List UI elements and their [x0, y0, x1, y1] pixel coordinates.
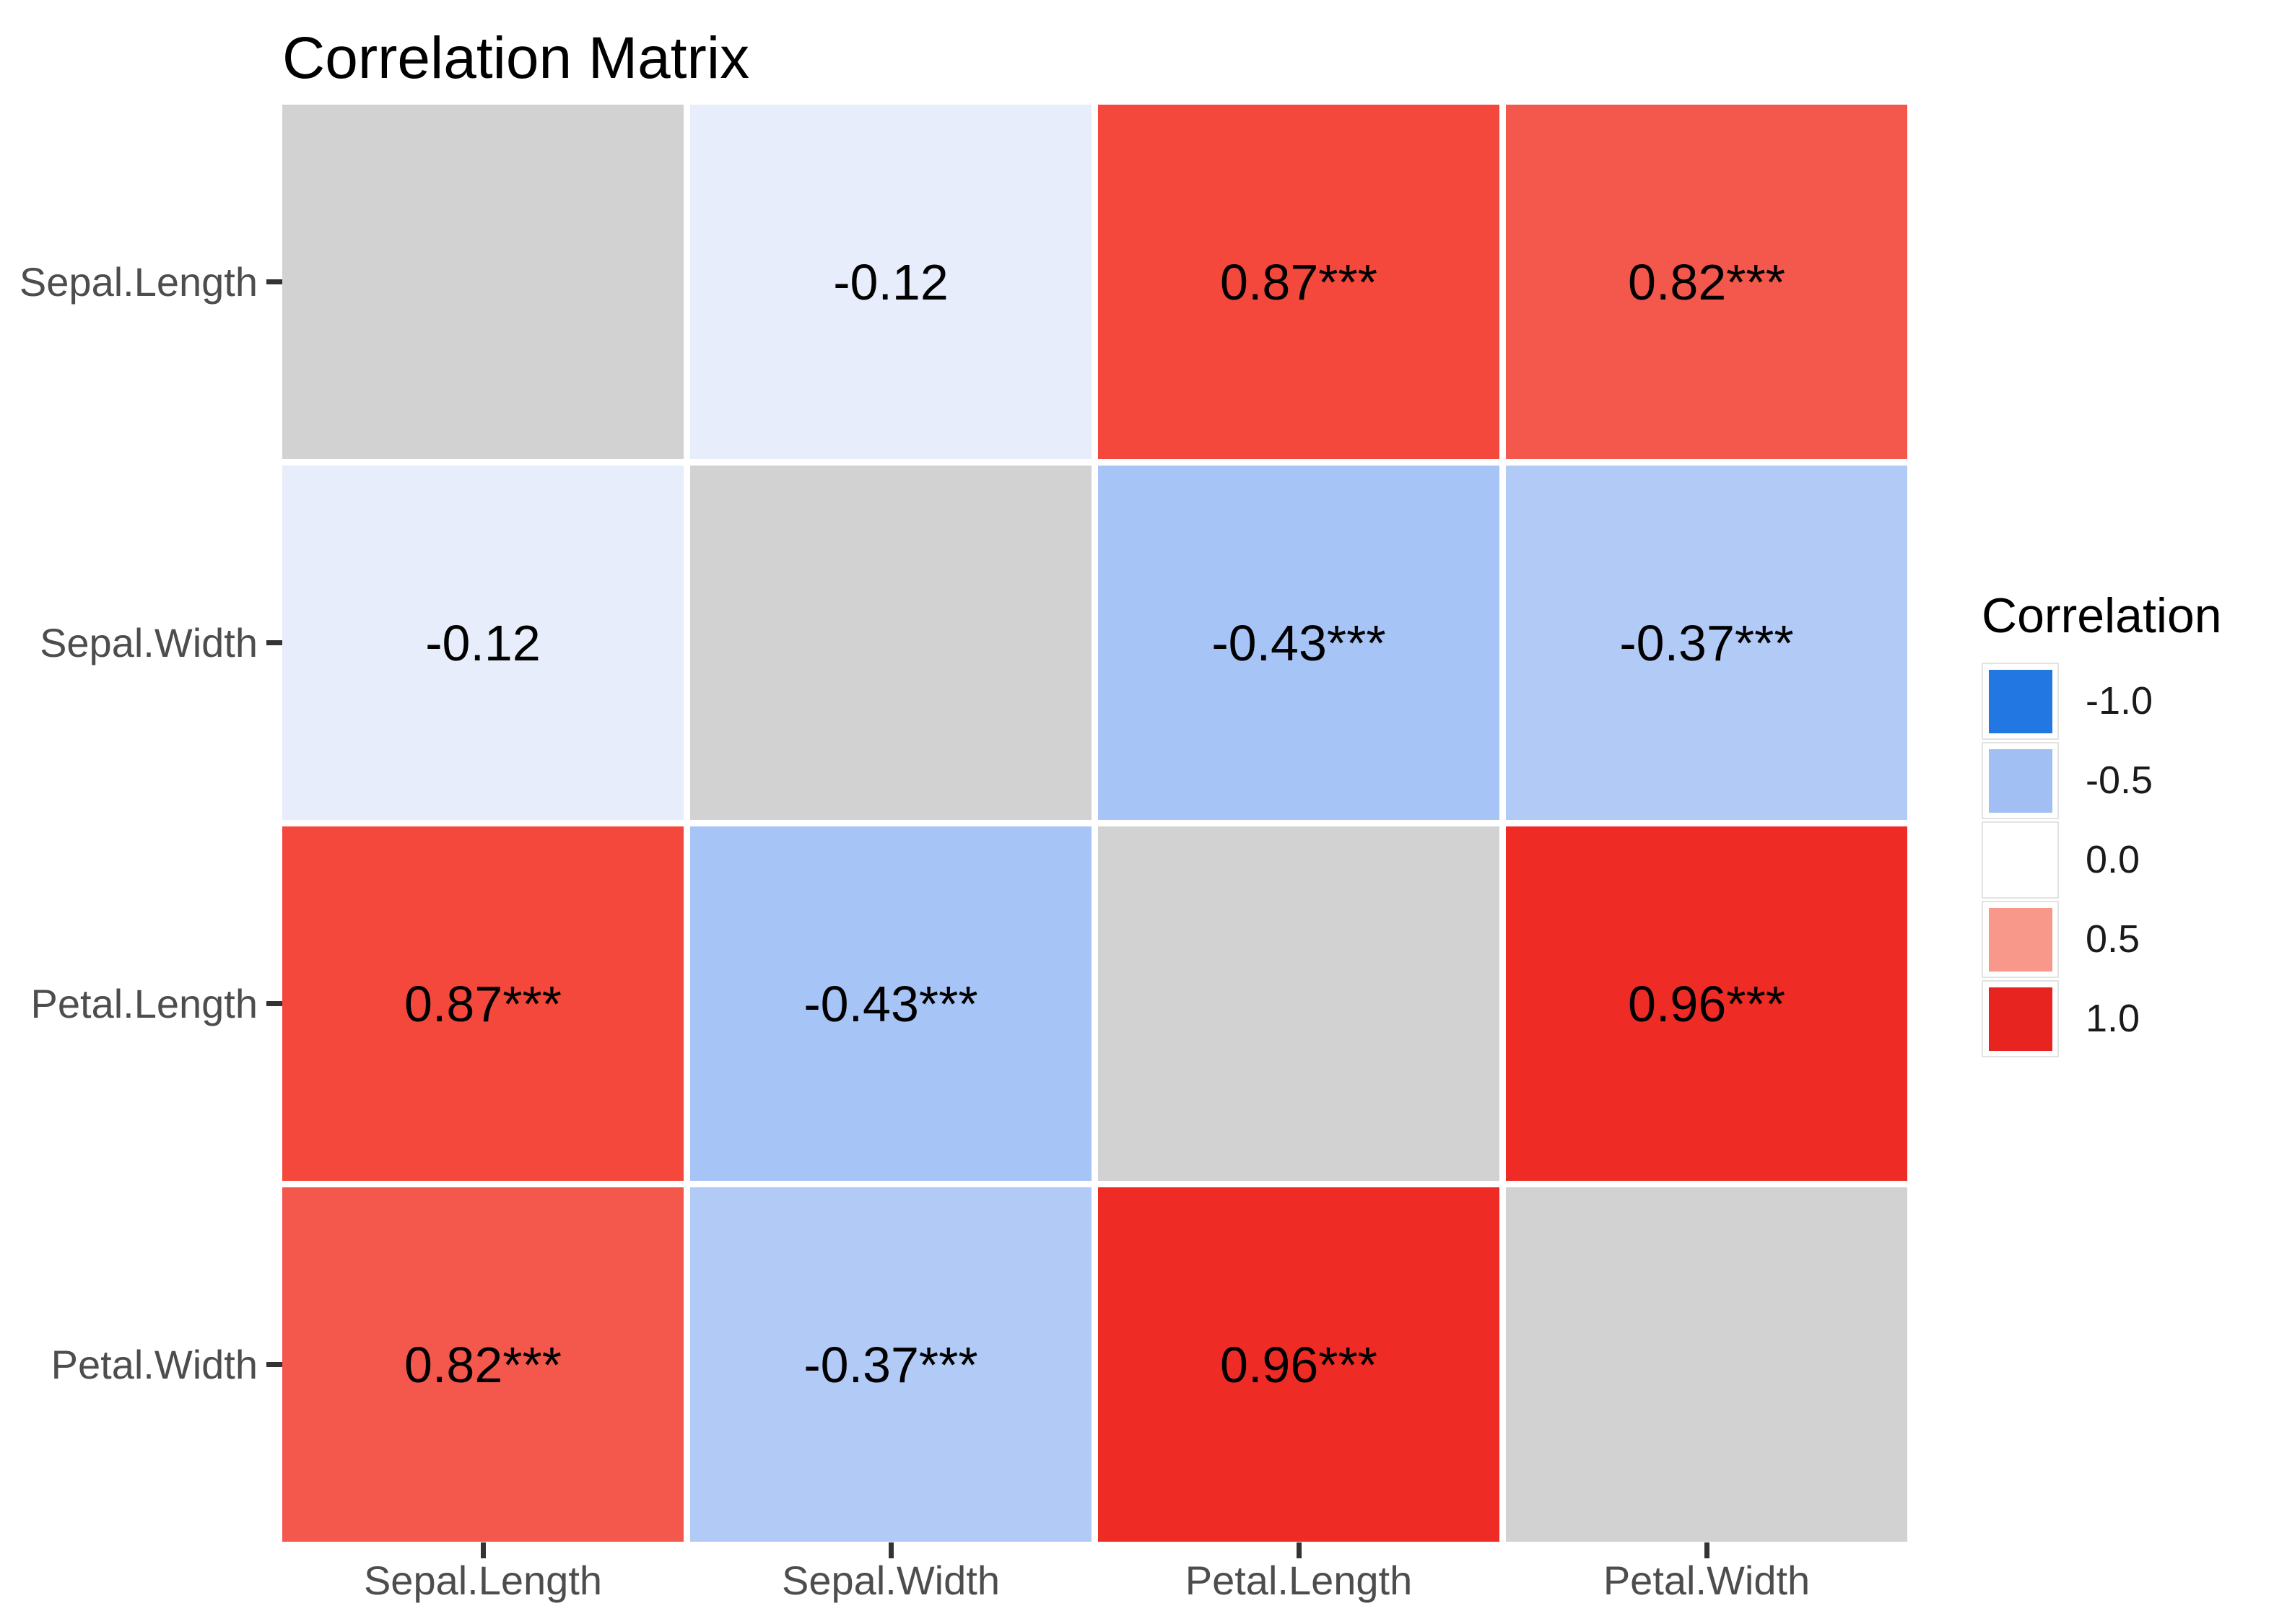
heatmap-cell-Sepal.Width-Sepal.Width — [690, 466, 1092, 820]
legend-swatch-0.5 — [1988, 907, 2052, 972]
heatmap-cell-Sepal.Length-Sepal.Width: -0.12 — [690, 105, 1092, 459]
heatmap-cell-Sepal.Width-Sepal.Length: -0.12 — [282, 466, 684, 820]
y-axis-tick — [266, 279, 282, 284]
x-axis-tick — [1704, 1542, 1709, 1558]
y-axis-label-Sepal.Width: Sepal.Width — [40, 619, 258, 665]
legend-key-1.0 — [1982, 980, 2059, 1057]
x-axis-tick — [888, 1542, 894, 1558]
cell-value-label: 0.82*** — [404, 1336, 562, 1393]
cell-value-label: 0.82*** — [1628, 253, 1785, 310]
heatmap-cell-Petal.Length-Petal.Width: 0.96*** — [1506, 826, 1907, 1181]
y-axis-label-Petal.Length: Petal.Length — [30, 980, 258, 1026]
heatmap-cell-Sepal.Length-Sepal.Length — [282, 105, 684, 459]
legend-label-0.5: 0.5 — [2086, 917, 2140, 961]
x-axis-label-Sepal.Length: Sepal.Length — [363, 1558, 603, 1603]
x-axis-tick — [1296, 1542, 1302, 1558]
heatmap-cell-Petal.Length-Sepal.Width: -0.43*** — [690, 826, 1092, 1181]
y-axis-tick — [266, 1362, 282, 1367]
heatmap-cell-Petal.Width-Sepal.Width: -0.37*** — [690, 1187, 1092, 1542]
cell-value-label: 0.96*** — [1628, 975, 1785, 1032]
y-axis-label-Petal.Width: Petal.Width — [51, 1341, 258, 1387]
plot-title: Correlation Matrix — [282, 25, 750, 91]
cell-value-label: -0.12 — [833, 253, 949, 310]
legend-swatch-1.0 — [1988, 987, 2052, 1051]
y-axis-tick — [266, 1001, 282, 1006]
legend-swatch--1.0 — [1988, 669, 2052, 733]
cell-value-label: 0.87*** — [1220, 253, 1377, 310]
legend-key--0.5 — [1982, 742, 2059, 819]
legend-label--0.5: -0.5 — [2086, 759, 2153, 802]
heatmap-cell-Sepal.Width-Petal.Width: -0.37*** — [1506, 466, 1907, 820]
x-axis-label-Sepal.Width: Sepal.Width — [782, 1558, 1000, 1603]
heatmap-cell-Petal.Length-Sepal.Length: 0.87*** — [282, 826, 684, 1181]
cell-value-label: 0.96*** — [1220, 1336, 1377, 1393]
heatmap-cell-Petal.Width-Petal.Width — [1506, 1187, 1907, 1542]
legend-label-0.0: 0.0 — [2086, 838, 2140, 881]
heatmap-cell-Petal.Width-Petal.Length: 0.96*** — [1098, 1187, 1499, 1542]
y-axis-tick — [266, 640, 282, 645]
cell-value-label: -0.43*** — [1211, 614, 1386, 671]
cell-value-label: -0.12 — [425, 614, 541, 671]
heatmap-cell-Sepal.Width-Petal.Length: -0.43*** — [1098, 466, 1499, 820]
legend-title: Correlation — [1982, 588, 2222, 643]
legend-key--1.0 — [1982, 663, 2059, 740]
x-axis-label-Petal.Width: Petal.Width — [1603, 1558, 1811, 1603]
cell-value-label: -0.37*** — [803, 1336, 978, 1393]
x-axis-tick — [480, 1542, 486, 1558]
x-axis-label-Petal.Length: Petal.Length — [1185, 1558, 1413, 1603]
y-axis-label-Sepal.Length: Sepal.Length — [19, 258, 258, 305]
legend-label--1.0: -1.0 — [2086, 679, 2153, 722]
heatmap-cell-Sepal.Length-Petal.Length: 0.87*** — [1098, 105, 1499, 459]
legend-key-0.5 — [1982, 901, 2059, 978]
heatmap-cell-Petal.Length-Petal.Length — [1098, 826, 1499, 1181]
legend-key-0.0 — [1982, 821, 2059, 899]
cell-value-label: -0.37*** — [1619, 614, 1794, 671]
legend-label-1.0: 1.0 — [2086, 997, 2140, 1040]
cell-value-label: 0.87*** — [404, 975, 562, 1032]
legend-swatch--0.5 — [1988, 748, 2052, 813]
cell-value-label: -0.43*** — [803, 975, 978, 1032]
heatmap-cell-Petal.Width-Sepal.Length: 0.82*** — [282, 1187, 684, 1542]
legend-swatch-0.0 — [1988, 828, 2052, 892]
heatmap-cell-Sepal.Length-Petal.Width: 0.82*** — [1506, 105, 1907, 459]
